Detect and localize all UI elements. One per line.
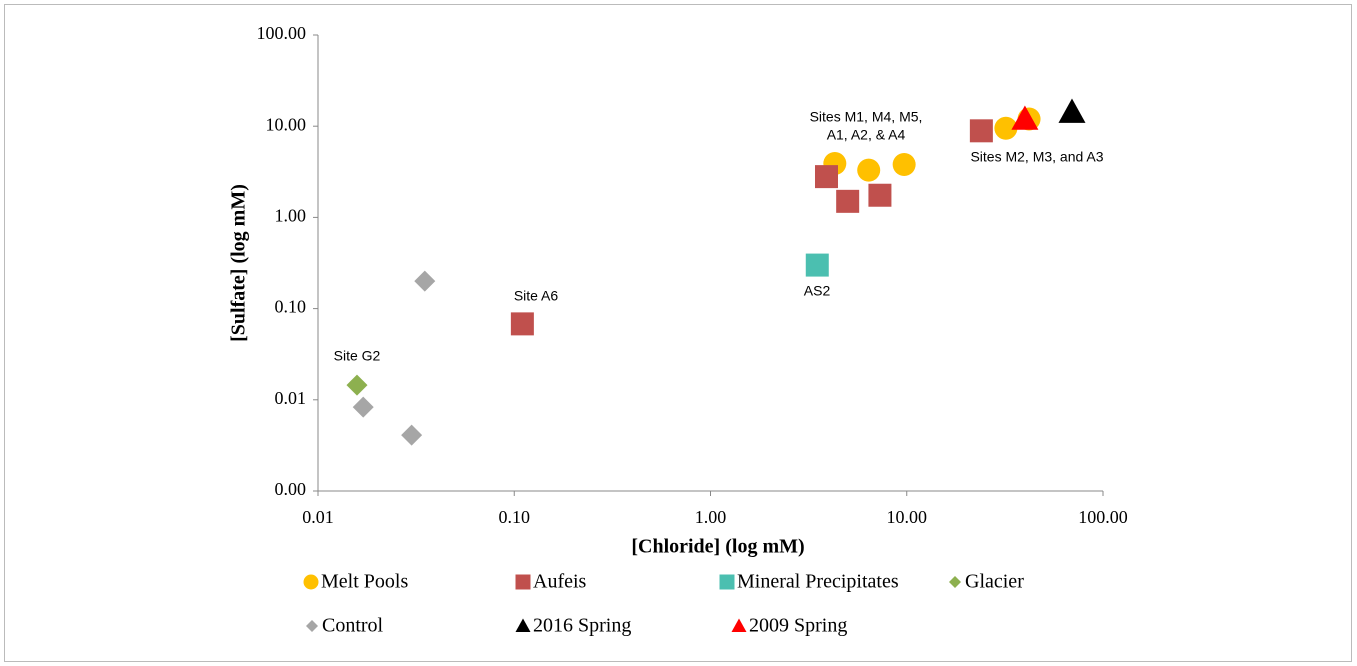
x-tick-label: 10.00 — [887, 507, 928, 527]
legend-label: Aufeis — [533, 571, 587, 593]
legend-label: 2009 Spring — [749, 615, 847, 637]
y-tick-label: 100.00 — [257, 23, 307, 43]
frame — [4, 4, 1352, 662]
data-point — [346, 374, 368, 396]
data-point — [814, 165, 838, 189]
data-point — [969, 119, 993, 143]
legend-marker — [303, 574, 319, 590]
data-point — [836, 189, 860, 213]
legend-marker — [719, 574, 735, 590]
x-tick-label: 0.01 — [302, 507, 334, 527]
y-axis-title: [Sulfate] (log mM) — [228, 184, 250, 342]
annotation: Site G2 — [334, 348, 381, 364]
y-tick-label: 1.00 — [275, 206, 307, 226]
annotation: Sites M2, M3, and A3 — [970, 149, 1103, 165]
y-tick-label: 0.10 — [275, 297, 307, 317]
data-point — [352, 396, 374, 418]
legend-label: Mineral Precipitates — [737, 571, 899, 593]
legend-marker — [949, 576, 961, 588]
y-tick-label: 10.00 — [266, 114, 307, 134]
legend-marker — [306, 620, 318, 632]
x-tick-label: 0.10 — [499, 507, 531, 527]
data-point — [401, 424, 423, 446]
legend-marker — [515, 618, 531, 632]
data-point — [1058, 98, 1086, 123]
x-tick-label: 100.00 — [1078, 507, 1128, 527]
y-tick-label: 0.01 — [275, 388, 307, 408]
legend-label: Control — [322, 615, 384, 637]
data-point — [868, 183, 892, 207]
data-point — [510, 312, 534, 336]
annotation: A1, A2, & A4 — [827, 127, 906, 143]
annotation: Sites M1, M4, M5, — [810, 109, 923, 125]
annotation: Site A6 — [514, 288, 559, 304]
data-point — [857, 158, 881, 182]
data-point — [414, 270, 436, 292]
legend-marker — [731, 618, 747, 632]
legend-label: Melt Pools — [321, 571, 408, 593]
legend-label: 2016 Spring — [533, 615, 631, 637]
legend-label: Glacier — [965, 571, 1024, 593]
x-axis-title: [Chloride] (log mM) — [631, 536, 804, 558]
annotation: AS2 — [804, 283, 831, 299]
data-point — [805, 253, 829, 277]
y-tick-label: 0.00 — [275, 479, 307, 499]
data-point — [1011, 105, 1039, 130]
data-point — [994, 116, 1018, 140]
legend-marker — [515, 574, 531, 590]
data-point — [892, 153, 916, 177]
x-tick-label: 1.00 — [695, 507, 727, 527]
